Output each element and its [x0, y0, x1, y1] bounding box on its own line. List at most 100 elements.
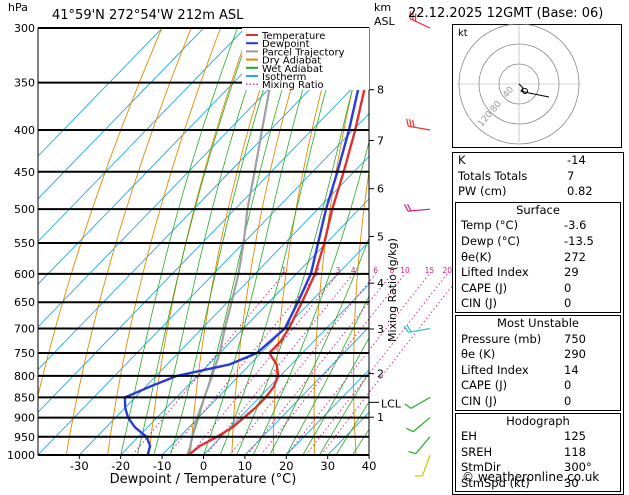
index-row: K -14: [453, 153, 623, 169]
pressure-label: 300: [14, 22, 35, 35]
surface-value: 0: [564, 296, 616, 312]
mixing-ratio-line: [287, 274, 430, 455]
km-tick-label: 6: [377, 183, 384, 196]
surface-row: θe(K) 272: [456, 250, 620, 266]
skew-t-diagram: hPa 41°59'N 272°54'W 212m ASL km ASL 1 2 3…: [0, 0, 452, 486]
surface-row: Temp (°C) -3.6: [456, 218, 620, 234]
hpa-label: hPa: [8, 1, 28, 14]
mixing-ratio-label: 20: [443, 266, 452, 275]
dry-adiabat-line: [429, 28, 452, 455]
wind-barb-flag: [411, 120, 415, 127]
x-axis-label: Dewpoint / Temperature (°C): [110, 472, 297, 486]
pressure-label: 950: [14, 431, 35, 444]
most-unstable-label: CAPE (J): [461, 378, 507, 394]
credit-link[interactable]: © weatheronline.co.uk: [462, 470, 599, 484]
mixing-ratio-axis-label: Mixing Ratio (g/kg): [386, 238, 399, 342]
pressure-label: 650: [14, 296, 35, 309]
surface-value: -3.6: [564, 218, 616, 234]
surface-value: -13.5: [564, 234, 616, 250]
hodograph-index-label: SREH: [461, 445, 492, 461]
km-tick-label: 2: [377, 368, 384, 381]
x-tick-label: 20: [279, 459, 294, 473]
hodograph-unit-label: kt: [458, 28, 468, 39]
asl-label: ASL: [374, 15, 396, 28]
km-tick-label: 7: [377, 135, 384, 148]
surface-value: 0: [564, 281, 616, 297]
surface-label: Temp (°C): [461, 218, 518, 234]
wind-barb-flag: [406, 426, 413, 433]
index-label: PW (cm): [458, 184, 506, 200]
pressure-label: 700: [14, 323, 35, 336]
index-value: 7: [567, 169, 619, 185]
surface-row: CIN (J)0: [456, 296, 620, 312]
pressure-label: 400: [14, 124, 35, 137]
km-tick-label: 3: [377, 323, 384, 336]
isotherm-line: [0, 28, 328, 455]
most-unstable-label: CIN (J): [461, 394, 497, 410]
index-row: Totals Totals 7: [453, 169, 623, 185]
isotherm-line: [0, 28, 411, 455]
pressure-label: 750: [14, 347, 35, 360]
pressure-label: 1000: [7, 449, 35, 462]
mixing-ratio-label: 6: [373, 266, 378, 275]
wind-barb-staff: [416, 437, 430, 454]
pressure-label: 600: [14, 268, 35, 281]
lcl-label: LCL: [381, 397, 402, 410]
km-tick-label: 5: [377, 230, 384, 243]
wind-barb: [405, 391, 430, 410]
wind-barbs: [404, 11, 433, 478]
hodograph-index-value: 125: [564, 429, 616, 445]
wind-barb: [409, 432, 430, 456]
surface-title: Surface: [456, 203, 620, 219]
location-title: 41°59'N 272°54'W 212m ASL: [52, 8, 244, 23]
surface-value: 29: [564, 265, 616, 281]
km-tick-label: 1: [377, 411, 384, 424]
temperature-line: [189, 28, 386, 455]
wind-barb-flag: [405, 119, 409, 126]
surface-row: Dewp (°C)-13.5: [456, 234, 620, 250]
hodograph-indices-title: Hodograph: [456, 414, 620, 430]
most-unstable-row: CAPE (J) 0: [456, 378, 620, 394]
wind-barb-flag: [408, 119, 412, 126]
wind-barb: [406, 412, 430, 433]
wind-barb: [415, 453, 430, 479]
wind-barb-flag: [415, 473, 423, 478]
index-value: -14: [567, 153, 619, 169]
most-unstable-label: Lifted Index: [461, 363, 529, 379]
most-unstable-value: 0: [564, 378, 616, 394]
index-label: Totals Totals: [458, 169, 527, 185]
km-tick-label: 4: [377, 277, 384, 290]
index-label: K: [458, 153, 466, 169]
most-unstable-title: Most Unstable: [456, 316, 620, 332]
wind-barb-staff: [413, 418, 430, 432]
surface-value: 272: [564, 250, 616, 266]
surface-label: θe(K): [461, 250, 492, 266]
most-unstable-value: 750: [564, 332, 616, 348]
mixing-ratio-line: [190, 274, 338, 455]
wind-barb-staff: [411, 397, 430, 408]
mixing-ratio-label: 10: [400, 266, 410, 275]
pressure-label: 900: [14, 412, 35, 425]
km-label: km: [374, 1, 391, 14]
most-unstable-label: θe (K): [461, 347, 495, 363]
km-tick-label: 8: [377, 84, 384, 97]
pressure-label: 550: [14, 237, 35, 250]
pressure-label: 500: [14, 203, 35, 216]
mixing-ratio-line: [306, 274, 448, 455]
wind-barb-staff: [422, 455, 430, 476]
wind-barb: [404, 202, 430, 211]
surface-row: CAPE (J)0: [456, 281, 620, 297]
x-tick-label: 0: [200, 459, 207, 473]
wind-barb-staff: [408, 126, 430, 130]
legend-label: Mixing Ratio: [262, 80, 324, 91]
x-tick-label: -30: [70, 459, 89, 473]
most-unstable-label: Pressure (mb): [461, 332, 541, 348]
